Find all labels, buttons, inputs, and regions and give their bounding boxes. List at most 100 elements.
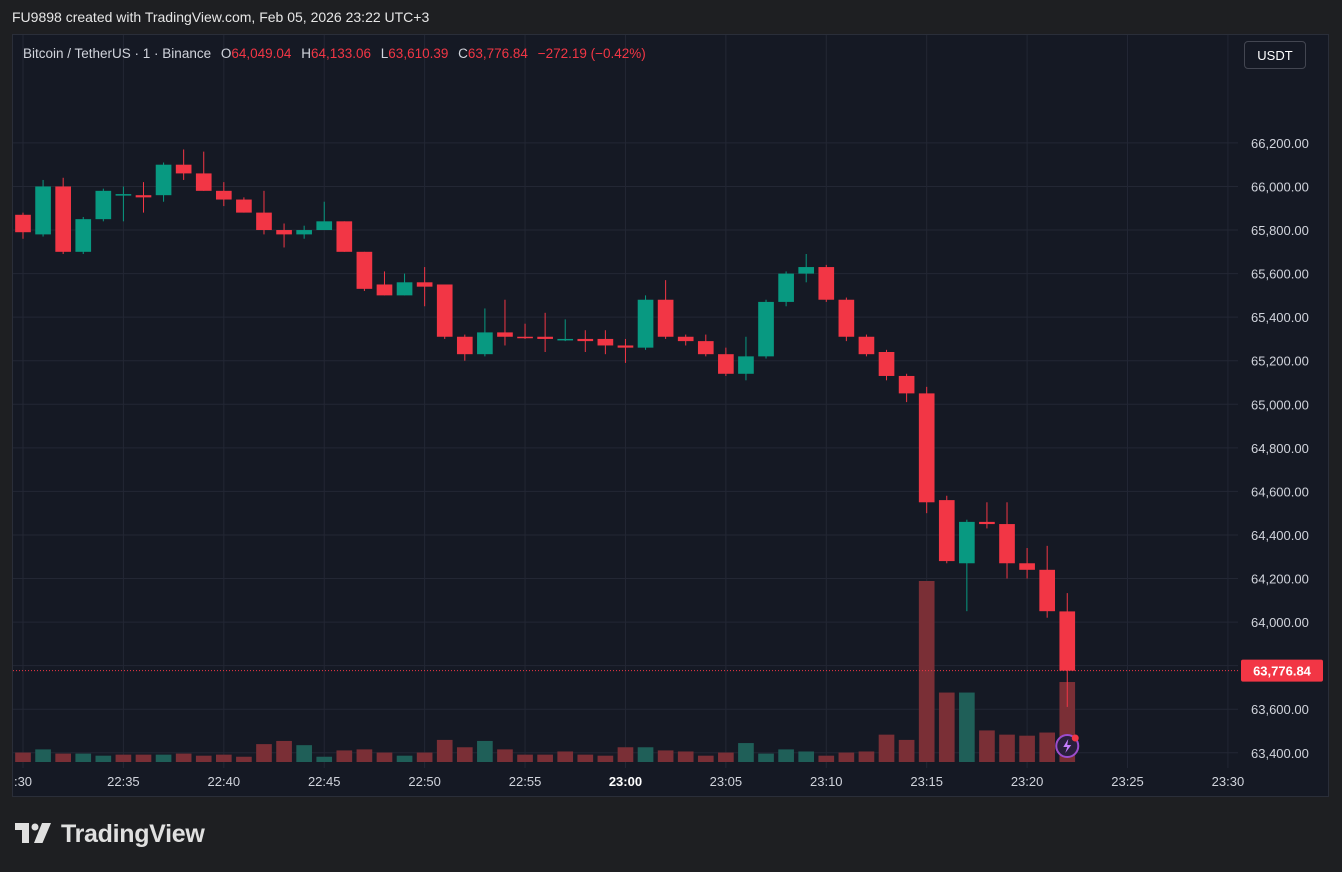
candle-body [918, 393, 935, 503]
candle-body [497, 332, 513, 337]
volume-bar [195, 755, 212, 762]
chart-caption: FU9898 created with TradingView.com, Feb… [12, 9, 430, 25]
candle-body [999, 524, 1015, 564]
brand: TradingView [15, 819, 205, 849]
price-axis[interactable]: 63,400.0063,600.0063,800.0064,000.0064,2… [1241, 136, 1323, 761]
time-tick-label: 22:50 [408, 774, 441, 789]
candle-body [356, 251, 373, 289]
candle-body [778, 273, 794, 302]
lightning-icon-bolt [1063, 739, 1072, 753]
time-tick-label: 23:30 [1212, 774, 1245, 789]
candlestick-chart[interactable]: 63,400.0063,600.0063,800.0064,000.0064,2… [13, 35, 1329, 797]
volume-bar [918, 581, 935, 762]
volume-bar [416, 752, 433, 762]
candle-body [617, 345, 634, 348]
candle-body [175, 164, 192, 174]
volume-bar [878, 734, 895, 762]
volume-bar [597, 755, 614, 762]
candle-body [537, 336, 553, 339]
volume-bar [376, 752, 393, 762]
volume-bar [979, 730, 995, 762]
candle-body [436, 284, 453, 337]
price-tick-label: 64,400.00 [1251, 528, 1309, 543]
volume-bar [356, 749, 373, 762]
candle-body [115, 194, 132, 196]
time-tick-label: 22:45 [308, 774, 341, 789]
close-label: C [458, 46, 468, 61]
ohlc-legend: Bitcoin / TetherUS · 1 · Binance O64,049… [23, 46, 646, 61]
candle-body [517, 336, 533, 339]
high-label: H [301, 46, 311, 61]
volume-bar [276, 740, 292, 762]
volume-bar [175, 753, 192, 762]
price-tick-label: 66,200.00 [1251, 136, 1309, 151]
volume-bar [336, 750, 353, 762]
candle-body [557, 338, 574, 341]
volume-bars [15, 581, 1076, 762]
volume-bar [999, 734, 1015, 762]
candle-body [256, 212, 272, 231]
symbol-title[interactable]: Bitcoin / TetherUS · 1 · Binance [23, 46, 212, 61]
last-price-badge [1241, 659, 1323, 682]
candle-body [718, 354, 734, 374]
price-tick-label: 65,400.00 [1251, 310, 1309, 325]
volume-bar [898, 739, 915, 762]
candle-body [738, 356, 754, 374]
volume-bar [697, 755, 714, 762]
price-tick-label: 63,400.00 [1251, 746, 1309, 761]
volume-bar [617, 747, 634, 762]
price-tick-label: 63,600.00 [1251, 702, 1309, 717]
candle-body [838, 299, 855, 337]
currency-unit-button[interactable]: USDT [1244, 41, 1306, 69]
grid [13, 35, 1238, 768]
candle-body [1059, 611, 1076, 671]
candle-body [316, 221, 333, 231]
candles [15, 149, 1076, 707]
price-tick-label: 65,600.00 [1251, 267, 1309, 282]
time-tick-label: 23:10 [810, 774, 843, 789]
candle-body [898, 375, 915, 394]
volume-bar [296, 745, 312, 762]
candle-body [938, 500, 955, 562]
candle-body [376, 284, 393, 296]
candle-body [276, 230, 292, 235]
price-tick-label: 64,600.00 [1251, 484, 1309, 499]
volume-bar [557, 751, 574, 762]
volume-bar [316, 756, 333, 762]
volume-bar [657, 750, 674, 762]
time-axis[interactable]: :30 22:35 22:40 22:45 22:50 22:55 23:00 23:05 23… [14, 774, 1244, 789]
candle-body [878, 352, 895, 376]
candle-body [959, 521, 975, 564]
volume-bar [938, 692, 955, 762]
volume-bar [497, 749, 513, 762]
volume-bar [236, 756, 252, 762]
candle-body [296, 230, 312, 235]
candle-body [979, 521, 995, 525]
brand-name: TradingView [61, 819, 205, 848]
low-value: 63,610.39 [388, 46, 449, 61]
volume-bar [135, 754, 152, 762]
volume-bar [838, 752, 855, 762]
volume-bar [256, 744, 272, 762]
candle-body [758, 301, 774, 357]
volume-bar [436, 739, 453, 762]
change-value: −272.19 (−0.42%) [537, 46, 646, 61]
candle-body [135, 195, 152, 198]
price-tick-label: 65,000.00 [1251, 397, 1309, 412]
candle-body [1019, 563, 1035, 570]
volume-bar [677, 751, 694, 762]
volume-bar [35, 749, 51, 762]
volume-bar [477, 740, 493, 762]
price-tick-label: 65,200.00 [1251, 354, 1309, 369]
time-tick-label: 23:25 [1111, 774, 1144, 789]
candle-body [657, 299, 674, 337]
candle-body [195, 173, 212, 191]
volume-bar [858, 751, 875, 762]
chart-pane[interactable]: 63,400.0063,600.0063,800.0064,000.0064,2… [12, 34, 1329, 797]
candle-body [456, 336, 473, 355]
tradingview-logo-icon [15, 823, 51, 843]
volume-bar [798, 751, 815, 762]
time-tick-label: 22:40 [208, 774, 241, 789]
price-tick-label: 64,200.00 [1251, 572, 1309, 587]
candle-body [818, 267, 835, 300]
